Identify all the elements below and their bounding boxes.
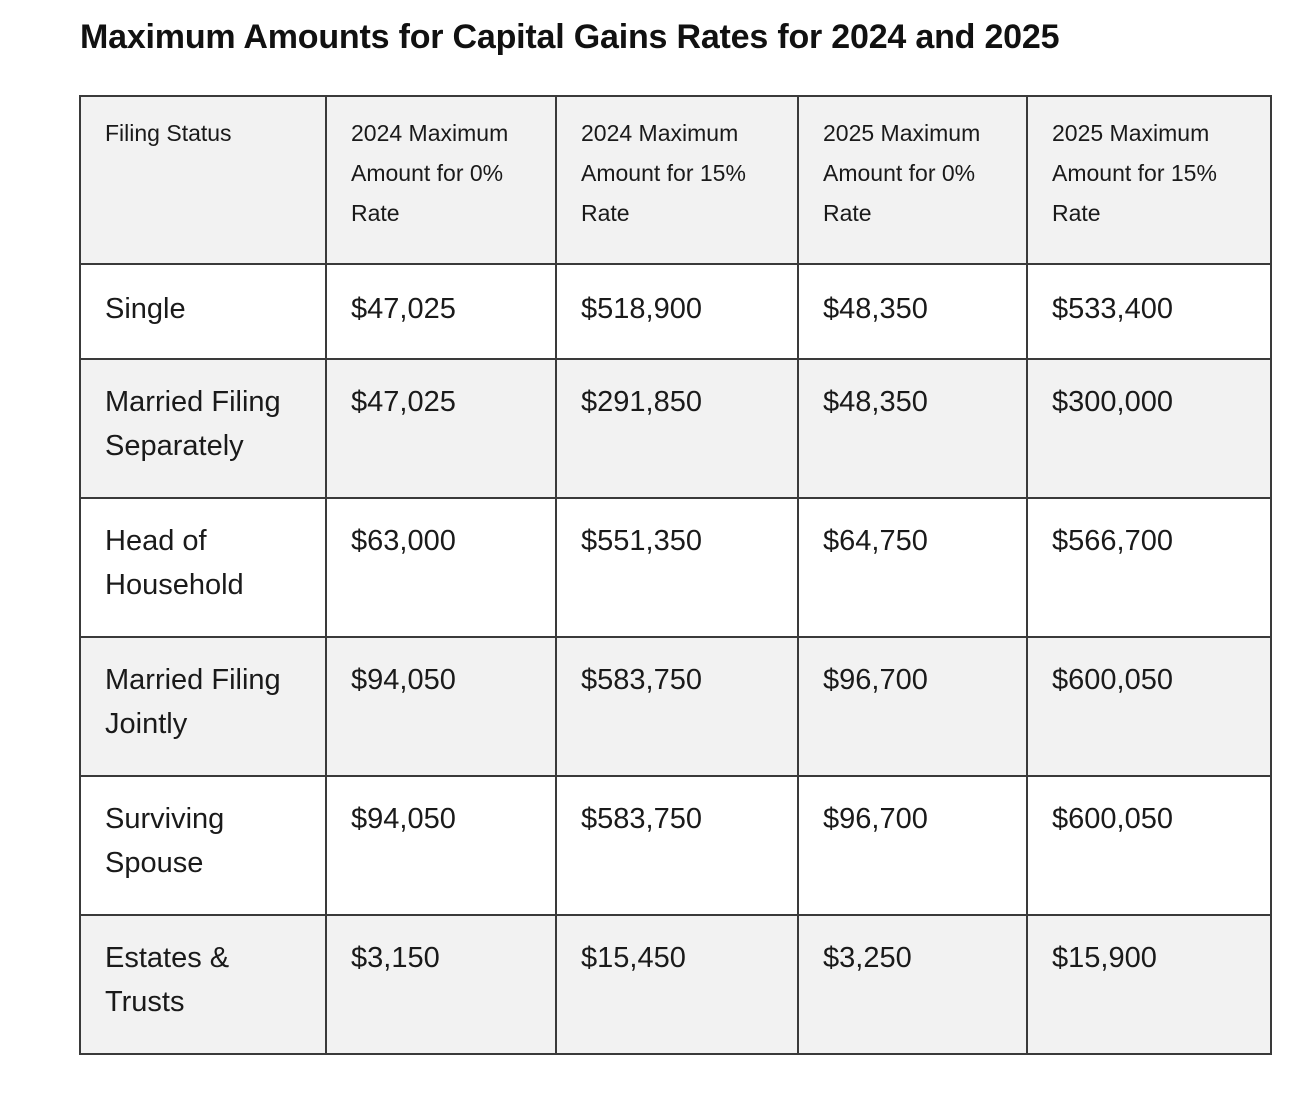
amount-cell: $600,050 [1026,636,1272,777]
amount-cell: $94,050 [325,775,557,916]
table-row: Estates & Trusts $3,150 $15,450 $3,250 $… [79,914,1272,1055]
table-row: Married Filing Jointly $94,050 $583,750 … [79,636,1272,777]
amount-cell: $48,350 [797,263,1028,360]
table-header-row: Filing Status 2024 Maximum Amount for 0%… [79,95,1272,265]
amount-cell: $47,025 [325,263,557,360]
amount-cell: $15,450 [555,914,799,1055]
header-filing-status: Filing Status [79,95,327,265]
amount-cell: $533,400 [1026,263,1272,360]
amount-cell: $94,050 [325,636,557,777]
amount-cell: $551,350 [555,497,799,638]
capital-gains-table: Filing Status 2024 Maximum Amount for 0%… [79,95,1272,1055]
filing-status-cell: Head of Household [79,497,327,638]
table-row: Married Filing Separately $47,025 $291,8… [79,358,1272,499]
amount-cell: $48,350 [797,358,1028,499]
filing-status-cell: Married Filing Jointly [79,636,327,777]
amount-cell: $3,150 [325,914,557,1055]
amount-cell: $3,250 [797,914,1028,1055]
header-2025-max-0-rate: 2025 Maximum Amount for 0% Rate [797,95,1028,265]
amount-cell: $566,700 [1026,497,1272,638]
table-row: Head of Household $63,000 $551,350 $64,7… [79,497,1272,638]
header-2024-max-15-rate: 2024 Maximum Amount for 15% Rate [555,95,799,265]
amount-cell: $583,750 [555,636,799,777]
table-row: Surviving Spouse $94,050 $583,750 $96,70… [79,775,1272,916]
header-2025-max-15-rate: 2025 Maximum Amount for 15% Rate [1026,95,1272,265]
filing-status-cell: Married Filing Separately [79,358,327,499]
header-2024-max-0-rate: 2024 Maximum Amount for 0% Rate [325,95,557,265]
amount-cell: $600,050 [1026,775,1272,916]
filing-status-cell: Surviving Spouse [79,775,327,916]
amount-cell: $291,850 [555,358,799,499]
page-title: Maximum Amounts for Capital Gains Rates … [80,18,1060,56]
amount-cell: $64,750 [797,497,1028,638]
filing-status-cell: Single [79,263,327,360]
amount-cell: $583,750 [555,775,799,916]
amount-cell: $47,025 [325,358,557,499]
amount-cell: $300,000 [1026,358,1272,499]
amount-cell: $63,000 [325,497,557,638]
amount-cell: $15,900 [1026,914,1272,1055]
amount-cell: $96,700 [797,775,1028,916]
table-row: Single $47,025 $518,900 $48,350 $533,400 [79,263,1272,360]
amount-cell: $518,900 [555,263,799,360]
amount-cell: $96,700 [797,636,1028,777]
filing-status-cell: Estates & Trusts [79,914,327,1055]
